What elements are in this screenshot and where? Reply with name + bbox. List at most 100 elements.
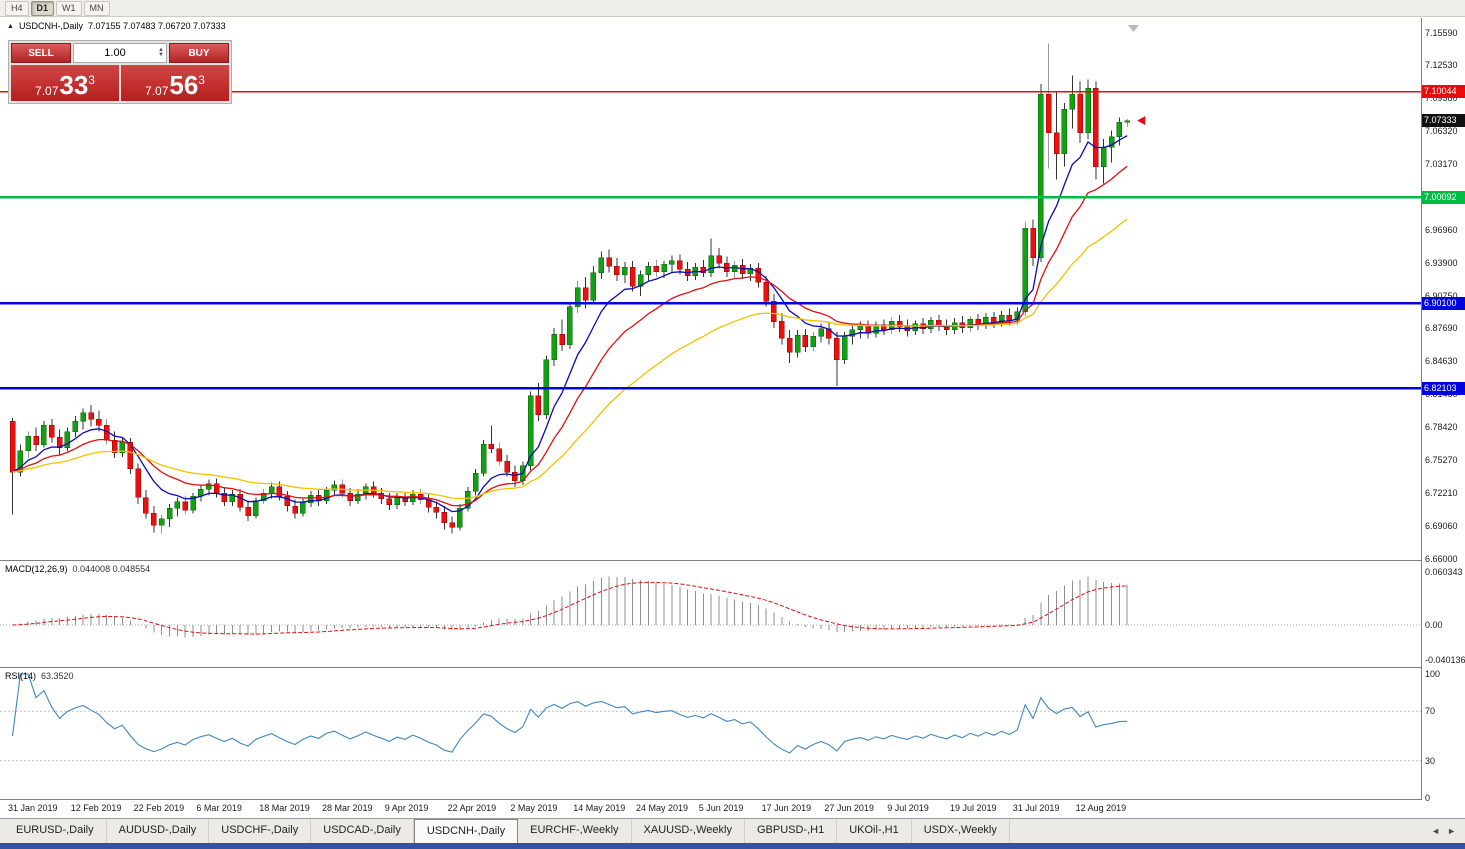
price-axis-label: 7.12530	[1425, 60, 1458, 70]
chart-tabs: EURUSD-,Daily AUDUSD-,Daily USDCHF-,Daily U…	[4, 819, 1010, 843]
tab-scroll-right-icon[interactable]: ►	[1447, 826, 1456, 836]
rsi-axis-label: 0	[1425, 793, 1431, 803]
volume-spinner[interactable]: ▲ ▼	[156, 47, 166, 58]
chart-tab[interactable]: USDCNH-,Daily	[413, 819, 519, 843]
date-axis-label: 5 Jun 2019	[698, 803, 744, 813]
date-axis-label: 27 Jun 2019	[824, 803, 874, 813]
timeframe-button-h4[interactable]: H4	[5, 0, 29, 16]
pane-separator[interactable]	[0, 799, 1465, 800]
price-level-tag: 6.82103	[1422, 381, 1465, 395]
rsi-axis-label: 70	[1425, 706, 1436, 717]
buy-button[interactable]: BUY	[169, 43, 229, 63]
chart-title: ▲ USDCNH-,Daily 7.07155 7.07483 7.06720 …	[7, 21, 226, 31]
buy-price-point: 3	[198, 73, 205, 87]
price-axis-label: 6.78420	[1425, 421, 1458, 432]
chart-tab[interactable]: EURCHF-,Weekly	[518, 819, 632, 843]
rsi-axis-label: 30	[1425, 755, 1436, 766]
chart-tab[interactable]: XAUUSD-,Weekly	[632, 819, 745, 843]
macd-axis-label: 0.060343	[1425, 567, 1463, 577]
date-axis-label: 2 May 2019	[510, 803, 558, 813]
volume-increase-icon[interactable]: ▲	[158, 47, 164, 53]
current-price-tag: 7.07333	[1422, 114, 1465, 128]
timeframe-toolbar: H4 D1 W1 MN	[0, 0, 1465, 17]
date-axis-label: 24 May 2019	[636, 803, 689, 813]
one-click-trading-widget: SELL 1.00 ▲ ▼ BUY 7.07 33 3 7.07	[8, 40, 232, 104]
rsi-name: RSI(14)	[5, 671, 37, 681]
volume-value[interactable]: 1.00	[104, 47, 126, 59]
buy-price-pips: 56	[169, 70, 199, 100]
pane-separator[interactable]	[0, 667, 1465, 668]
volume-decrease-icon[interactable]: ▼	[158, 52, 164, 58]
date-axis-label: 22 Feb 2019	[133, 803, 185, 813]
sell-price-button[interactable]: 7.07 33 3	[11, 65, 119, 101]
price-axis-label: 6.87690	[1425, 323, 1458, 334]
buy-price-button[interactable]: 7.07 56 3	[121, 65, 229, 101]
price-axis-label: 6.84630	[1425, 355, 1458, 366]
chart-tab[interactable]: UKOil-,H1	[837, 819, 912, 843]
price-axis-label: 7.15590	[1425, 27, 1458, 38]
chart-window: ▲ USDCNH-,Daily 7.07155 7.07483 7.06720 …	[0, 18, 1465, 818]
trade-order-row: SELL 1.00 ▲ ▼ BUY	[11, 43, 229, 63]
pane-separator[interactable]	[0, 560, 1465, 561]
price-axis-label: 6.93900	[1425, 257, 1458, 268]
sell-price-head: 7.07	[35, 84, 59, 98]
macd-panel-label: MACD(12,26,9) 0.044008 0.048554	[5, 564, 150, 574]
price-axis-label: 6.90750	[1425, 291, 1458, 301]
rsi-value: 63.3520	[41, 671, 74, 681]
date-axis-label: 6 Mar 2019	[196, 803, 242, 813]
macd-name: MACD(12,26,9)	[5, 564, 68, 574]
price-chart-canvas[interactable]	[0, 18, 1421, 560]
sell-price-pips: 33	[59, 70, 89, 100]
timeframe-button-d1[interactable]: D1	[30, 0, 55, 16]
tab-scroll-controls: ◄ ►	[1431, 819, 1465, 843]
price-axis-label: 6.72210	[1425, 487, 1458, 498]
date-axis-label: 9 Apr 2019	[384, 803, 429, 813]
price-level-tag: 6.90100	[1422, 296, 1465, 310]
chart-tab[interactable]: AUDUSD-,Daily	[107, 819, 210, 843]
tab-scroll-left-icon[interactable]: ◄	[1431, 826, 1441, 836]
price-scale[interactable]: 7.155907.125307.093807.063207.031707.001…	[1421, 18, 1465, 800]
price-axis-label: 7.09380	[1425, 93, 1458, 104]
macd-axis-label: -0.040136	[1425, 655, 1465, 666]
trade-price-row: 7.07 33 3 7.07 56 3	[11, 65, 229, 101]
collapse-triangle-icon[interactable]: ▲	[7, 22, 14, 30]
date-axis-label: 31 Jan 2019	[8, 803, 58, 813]
date-axis-label: 22 Apr 2019	[447, 803, 497, 813]
macd-values: 0.044008 0.048554	[72, 564, 151, 574]
chart-symbol-label: USDCNH-,Daily	[18, 21, 83, 31]
chart-tab[interactable]: USDCHF-,Daily	[209, 819, 312, 843]
chart-tab[interactable]: GBPUSD-,H1	[745, 819, 838, 843]
window-edge-strip	[0, 843, 1465, 849]
sell-button[interactable]: SELL	[11, 43, 71, 63]
price-axis-label: 6.96960	[1425, 225, 1458, 236]
sell-price-point: 3	[88, 73, 95, 87]
chart-tab[interactable]: USDCAD-,Daily	[311, 819, 414, 843]
chart-tab[interactable]: EURUSD-,Daily	[4, 819, 107, 843]
date-axis-label: 17 Jun 2019	[761, 803, 812, 813]
date-axis-label: 19 Jul 2019	[950, 803, 997, 813]
date-axis-label: 12 Aug 2019	[1075, 803, 1127, 813]
price-axis-label: 6.66000	[1425, 553, 1458, 564]
macd-axis-label: 0.00	[1425, 620, 1443, 630]
date-axis-label: 12 Feb 2019	[70, 803, 122, 813]
rsi-indicator-canvas[interactable]	[0, 668, 1421, 799]
time-scale[interactable]: 31 Jan 2019 12 Feb 2019 22 Feb 2019 6 Mar 2…	[0, 800, 1465, 818]
timeframe-button-w1[interactable]: W1	[56, 0, 82, 16]
buy-price-head: 7.07	[145, 84, 169, 98]
price-level-tag: 7.00092	[1422, 190, 1465, 204]
chart-tab-bar: EURUSD-,Daily AUDUSD-,Daily USDCHF-,Daily U…	[0, 818, 1465, 843]
price-axis-label: 6.75270	[1425, 455, 1458, 466]
price-level-tag: 7.10044	[1422, 85, 1465, 99]
rsi-axis-label: 100	[1425, 669, 1441, 679]
volume-field[interactable]: 1.00 ▲ ▼	[73, 43, 167, 63]
price-axis-label: 7.06320	[1425, 125, 1458, 136]
date-axis-label: 18 Mar 2019	[259, 803, 310, 813]
macd-indicator-canvas[interactable]	[0, 561, 1421, 667]
chart-tab[interactable]: USDX-,Weekly	[912, 819, 1010, 843]
price-axis-label: 7.03170	[1425, 159, 1458, 170]
date-axis-label: 9 Jul 2019	[887, 803, 929, 813]
date-axis-label: 14 May 2019	[573, 803, 626, 813]
timeframe-button-mn[interactable]: MN	[83, 0, 110, 16]
rsi-panel-label: RSI(14) 63.3520	[5, 671, 74, 681]
